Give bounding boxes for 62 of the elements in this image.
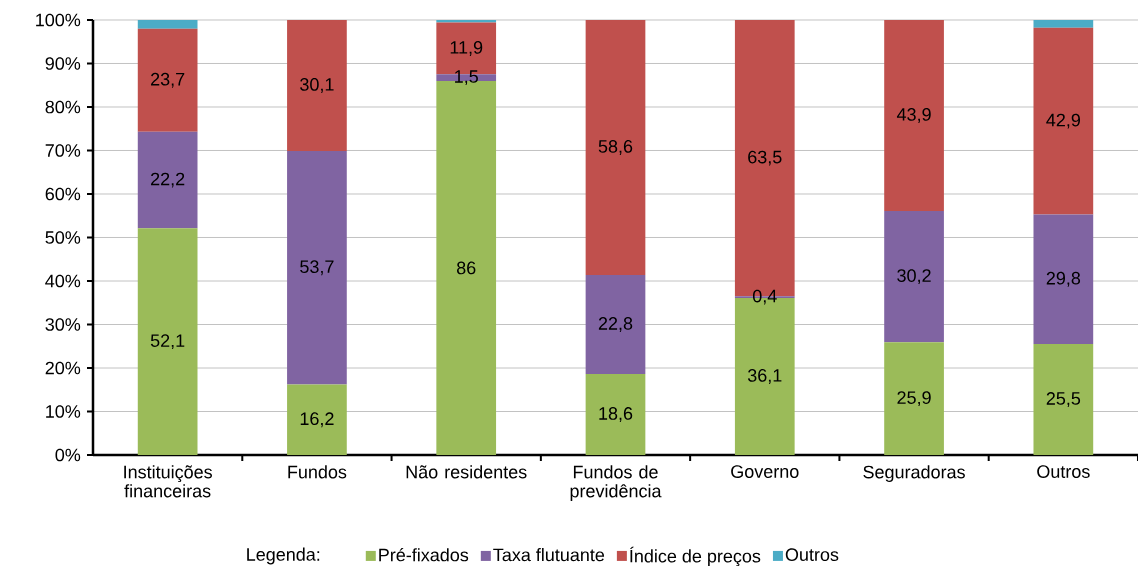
x-tick-label: Não residentes xyxy=(406,465,527,479)
data-label: 25,5 xyxy=(1046,392,1081,407)
legend-title: Legenda: xyxy=(247,547,320,565)
y-tick-label: 60% xyxy=(45,187,81,201)
data-label: 29,8 xyxy=(1046,271,1081,287)
data-label: 30,2 xyxy=(897,269,931,285)
bar xyxy=(137,28,198,132)
legend-label: Índice de preços xyxy=(630,546,761,566)
y-tick-label: 80% xyxy=(45,100,81,114)
data-label: 52,1 xyxy=(150,334,185,350)
data-label: 30,1 xyxy=(300,78,334,93)
y-tick-label: 30% xyxy=(45,318,81,331)
y-tick-label: 90% xyxy=(45,57,81,70)
data-label: 53,7 xyxy=(300,260,334,276)
data-label: 18,6 xyxy=(599,407,633,422)
y-tick-label: 0% xyxy=(55,448,81,462)
x-tick-label: Outros xyxy=(1037,465,1090,478)
y-tick-label: 40% xyxy=(45,274,81,288)
y-tick-label: 70% xyxy=(45,144,81,157)
x-tick-label: Seguradoras xyxy=(863,465,965,482)
data-label: 22,8 xyxy=(598,317,633,332)
legend-label: Outros xyxy=(785,548,839,562)
y-tick-label: 100% xyxy=(36,13,81,27)
x-tick-label: Fundos xyxy=(288,465,347,479)
data-label: 0,4 xyxy=(752,289,777,305)
bar xyxy=(1033,20,1094,28)
data-label: 58,6 xyxy=(598,140,633,155)
x-tick-label: Instituições financeiras xyxy=(124,465,212,498)
bar xyxy=(884,20,944,211)
data-label: 36,1 xyxy=(747,369,782,384)
bar xyxy=(137,20,198,29)
bar xyxy=(884,210,944,343)
bar xyxy=(1033,27,1094,215)
bar xyxy=(585,20,646,275)
bar xyxy=(585,374,646,455)
data-label: 16,2 xyxy=(300,412,334,428)
data-label: 43,9 xyxy=(896,108,931,123)
data-label: 42,9 xyxy=(1046,113,1080,129)
legend-label: Taxa flutuante xyxy=(493,548,605,562)
bar xyxy=(137,131,198,229)
data-label: 63,5 xyxy=(748,150,782,166)
y-tick-label: 50% xyxy=(45,231,81,244)
legend-label: Pré-fixados xyxy=(379,547,469,562)
data-label: 1,5 xyxy=(455,70,478,85)
x-tick-label: Governo xyxy=(731,465,799,478)
y-tick-label: 10% xyxy=(46,405,81,418)
bar xyxy=(287,150,347,385)
bar xyxy=(1033,344,1094,455)
data-label: 22,2 xyxy=(151,172,185,188)
bar xyxy=(287,20,347,151)
data-label: 25,9 xyxy=(897,391,931,407)
bar xyxy=(137,228,198,455)
y-tick-label: 20% xyxy=(45,361,81,375)
bar xyxy=(436,20,497,23)
data-label: 86 xyxy=(456,261,476,275)
data-label: 11,9 xyxy=(450,41,483,56)
bar xyxy=(585,274,646,375)
bar xyxy=(287,384,347,455)
bar xyxy=(884,342,944,455)
data-label: 23,7 xyxy=(151,72,185,88)
bar xyxy=(1033,214,1094,345)
x-tick-label: Fundos de previdência xyxy=(570,465,662,501)
